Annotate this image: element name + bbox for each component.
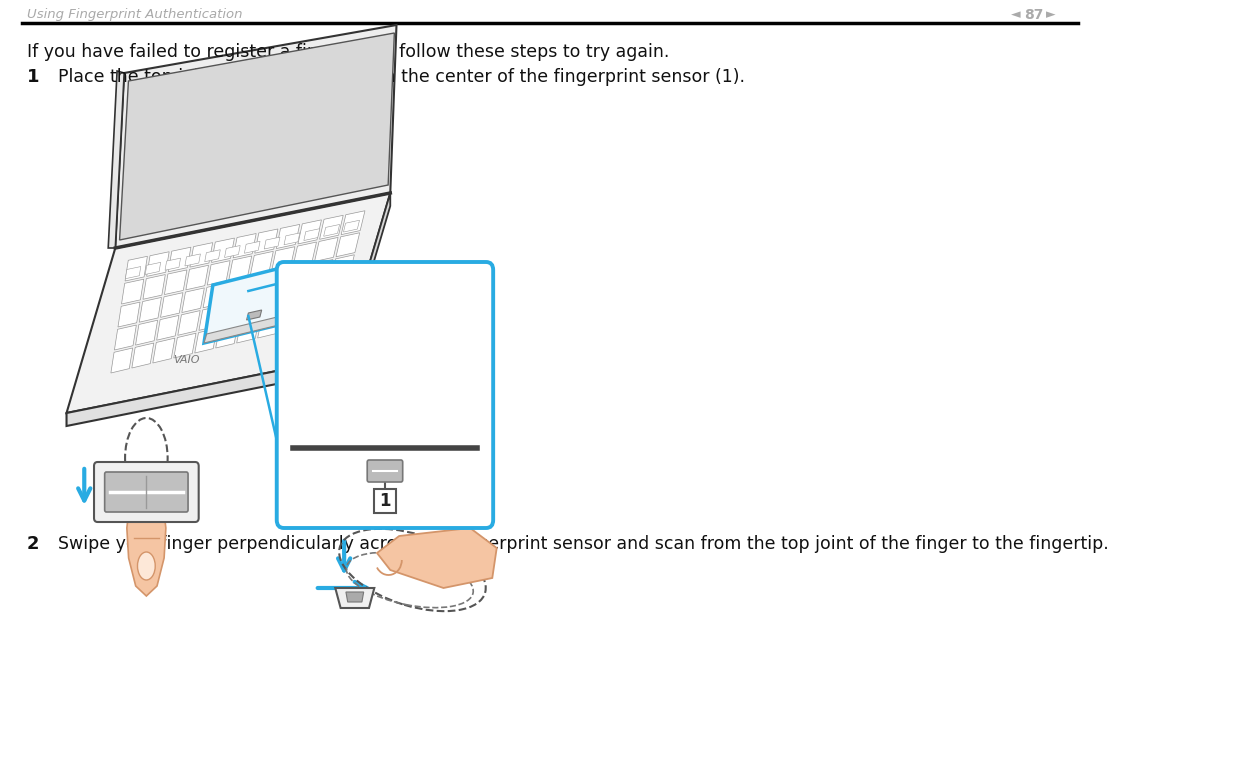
Ellipse shape — [138, 552, 155, 580]
Polygon shape — [331, 255, 355, 278]
Polygon shape — [326, 277, 348, 301]
FancyBboxPatch shape — [277, 262, 494, 528]
Text: Place the top joint of your finger flat in the center of the fingerprint sensor : Place the top joint of your finger flat … — [57, 68, 745, 86]
Polygon shape — [207, 261, 231, 285]
Polygon shape — [115, 25, 397, 248]
Polygon shape — [343, 221, 360, 232]
Polygon shape — [293, 242, 316, 266]
Polygon shape — [177, 311, 200, 335]
Polygon shape — [110, 348, 133, 373]
Polygon shape — [203, 283, 226, 307]
Polygon shape — [118, 302, 140, 327]
Polygon shape — [174, 333, 196, 358]
Polygon shape — [300, 304, 322, 328]
Polygon shape — [277, 224, 300, 249]
Polygon shape — [160, 293, 182, 317]
Text: ◄: ◄ — [1011, 8, 1021, 21]
Polygon shape — [145, 262, 161, 275]
Polygon shape — [156, 315, 179, 340]
Polygon shape — [335, 588, 374, 608]
Polygon shape — [67, 193, 391, 413]
Polygon shape — [336, 233, 360, 256]
Polygon shape — [247, 310, 262, 320]
Text: VAIO: VAIO — [172, 355, 200, 365]
Polygon shape — [146, 252, 169, 276]
Text: Using Fingerprint Authentication: Using Fingerprint Authentication — [26, 8, 242, 21]
Polygon shape — [165, 258, 181, 270]
Polygon shape — [305, 282, 327, 306]
FancyBboxPatch shape — [94, 462, 198, 522]
Polygon shape — [198, 306, 222, 330]
Polygon shape — [320, 299, 343, 323]
Polygon shape — [284, 286, 306, 311]
Polygon shape — [205, 315, 285, 343]
Polygon shape — [125, 256, 148, 281]
Polygon shape — [279, 308, 301, 333]
Polygon shape — [205, 250, 221, 262]
Polygon shape — [131, 343, 154, 368]
Polygon shape — [119, 33, 394, 240]
Text: If you have failed to register a fingerprint, follow these steps to try again.: If you have failed to register a fingerp… — [26, 43, 670, 61]
Polygon shape — [139, 298, 161, 322]
Text: 1: 1 — [379, 492, 391, 510]
Polygon shape — [341, 193, 391, 371]
Polygon shape — [242, 296, 264, 320]
Polygon shape — [224, 278, 247, 303]
Polygon shape — [108, 71, 124, 248]
Polygon shape — [346, 592, 363, 602]
Polygon shape — [288, 264, 311, 288]
Polygon shape — [377, 528, 497, 588]
Polygon shape — [185, 254, 201, 266]
Polygon shape — [67, 358, 341, 426]
Polygon shape — [216, 324, 238, 348]
Polygon shape — [114, 325, 136, 350]
Polygon shape — [135, 320, 157, 345]
Polygon shape — [228, 256, 252, 280]
Polygon shape — [244, 241, 260, 253]
Text: ►: ► — [1047, 8, 1056, 21]
Polygon shape — [233, 233, 257, 258]
Polygon shape — [190, 243, 213, 267]
Polygon shape — [205, 265, 293, 343]
Polygon shape — [153, 338, 175, 363]
Polygon shape — [195, 328, 217, 353]
FancyBboxPatch shape — [367, 460, 403, 482]
Text: 1: 1 — [26, 68, 40, 86]
Text: 87: 87 — [1024, 8, 1043, 22]
Polygon shape — [341, 211, 365, 235]
Polygon shape — [263, 291, 285, 316]
Polygon shape — [246, 274, 269, 298]
Text: Swipe your finger perpendicularly across the fingerprint sensor and scan from th: Swipe your finger perpendicularly across… — [57, 535, 1109, 553]
Polygon shape — [254, 229, 278, 253]
Polygon shape — [284, 233, 300, 245]
Polygon shape — [126, 498, 166, 596]
FancyBboxPatch shape — [374, 489, 396, 513]
Polygon shape — [250, 251, 273, 275]
Polygon shape — [320, 215, 343, 240]
Polygon shape — [165, 270, 187, 295]
Polygon shape — [304, 229, 320, 240]
Polygon shape — [310, 259, 332, 284]
Polygon shape — [267, 269, 290, 293]
Polygon shape — [219, 301, 243, 326]
Polygon shape — [186, 266, 208, 290]
Polygon shape — [298, 220, 321, 244]
Polygon shape — [237, 318, 259, 343]
Polygon shape — [272, 246, 295, 271]
Polygon shape — [143, 275, 165, 299]
FancyBboxPatch shape — [104, 472, 188, 512]
Polygon shape — [224, 246, 241, 257]
Polygon shape — [315, 237, 339, 262]
Polygon shape — [324, 224, 340, 237]
Polygon shape — [264, 237, 280, 249]
Polygon shape — [169, 247, 191, 272]
Polygon shape — [258, 314, 280, 338]
Polygon shape — [125, 266, 141, 278]
Polygon shape — [122, 279, 144, 304]
Polygon shape — [182, 288, 205, 313]
Polygon shape — [212, 238, 234, 262]
Text: 2: 2 — [26, 535, 40, 553]
